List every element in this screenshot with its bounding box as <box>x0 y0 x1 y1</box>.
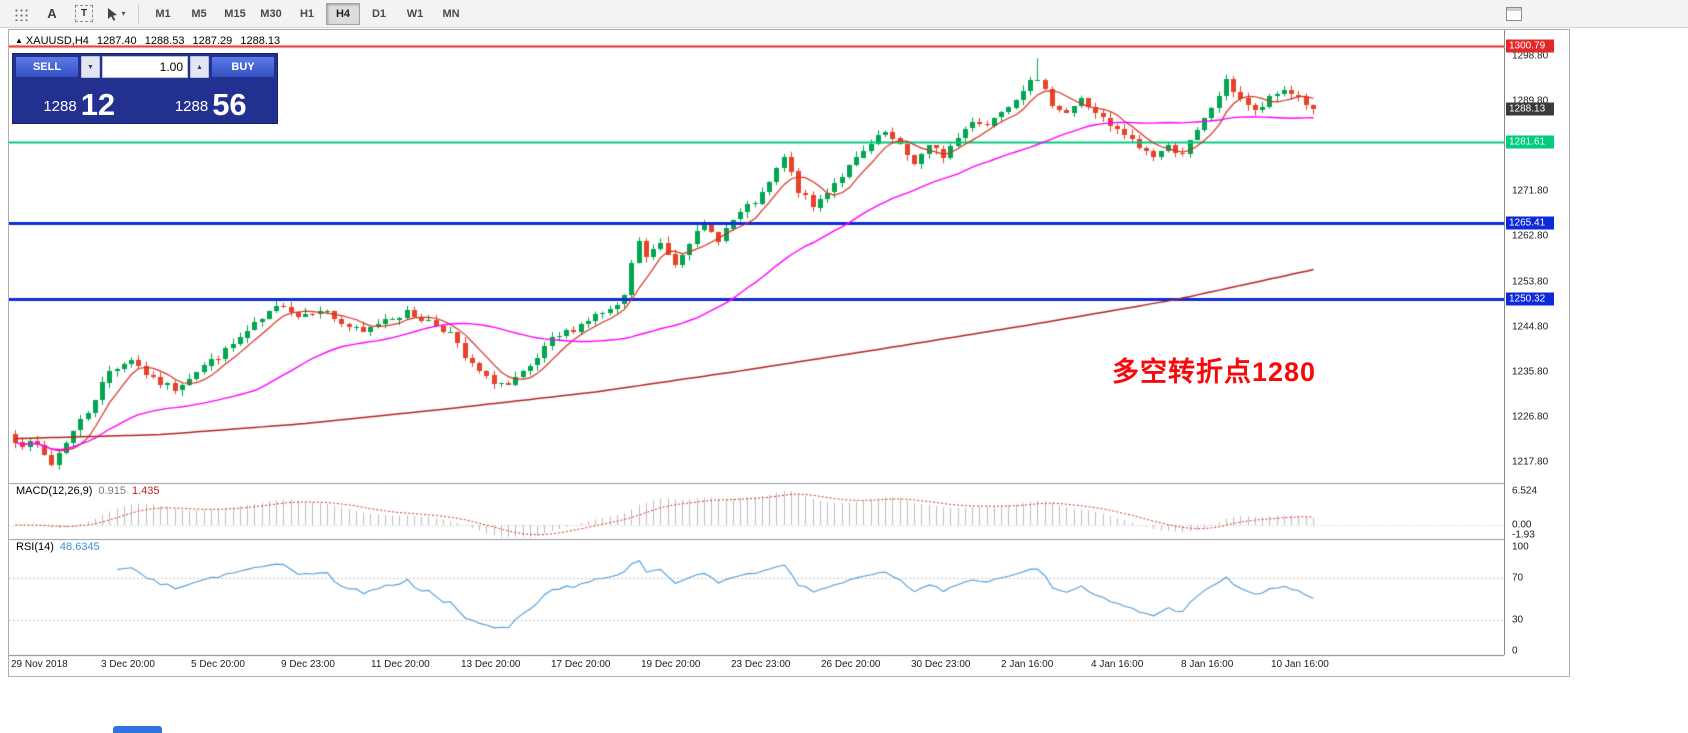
time-label: 23 Dec 23:00 <box>731 659 791 670</box>
dots-grid-glyph <box>12 6 28 21</box>
rsi-label: RSI(14) 48.6345 <box>16 541 100 553</box>
cursor-arrow-glyph <box>108 7 118 21</box>
time-label: 4 Jan 16:00 <box>1091 659 1144 670</box>
price-grid-label: 1217.80 <box>1512 456 1549 468</box>
time-axis[interactable]: 29 Nov 2018 3 Dec 20:00 5 Dec 20:00 9 Dec 2… <box>9 657 1504 676</box>
timeframe-mn[interactable]: MN <box>442 7 460 20</box>
price-grid-label: 1235.80 <box>1512 366 1549 378</box>
time-label: 11 Dec 20:00 <box>371 659 430 670</box>
macd-scale-label: 0.00 <box>1512 519 1532 531</box>
timeframe-h4[interactable]: H4 <box>326 2 360 25</box>
volume-increase-button[interactable]: ▲ <box>190 56 209 78</box>
price-axis[interactable]: 1298.80 1289.80 1271.80 1262.80 1253.80 1244.… <box>1505 30 1569 676</box>
time-label: 2 Jan 16:00 <box>1001 659 1054 670</box>
macd-main-value: 0.915 <box>98 485 126 497</box>
price-grid-label: 1226.80 <box>1512 411 1549 423</box>
buy-price[interactable]: 1288 56 <box>147 80 276 121</box>
sell-button[interactable]: SELL <box>15 56 79 78</box>
sell-price-main: 1288 <box>43 98 77 115</box>
time-label: 3 Dec 20:00 <box>101 659 155 670</box>
price-grid-label: 1289.80 <box>1512 95 1549 107</box>
time-label: 30 Dec 23:00 <box>911 659 971 670</box>
timeframe-m15[interactable]: M15 <box>224 7 246 20</box>
timeframe-group: M1 M5 M15 M30 H1 H4 D1 W1 MN <box>145 2 469 25</box>
price-grid-label: 1262.80 <box>1512 230 1549 242</box>
time-label: 29 Nov 2018 <box>11 659 68 670</box>
timeframe-m1[interactable]: M1 <box>155 7 171 20</box>
time-label: 5 Dec 20:00 <box>191 659 245 670</box>
annotation-text: 多空转折点1280 <box>1112 357 1317 387</box>
crosshair-cursor-icon[interactable]: ▾ <box>103 3 129 25</box>
dots-grid-icon[interactable] <box>7 3 33 25</box>
price-grid-label: 1271.80 <box>1512 185 1549 197</box>
symbol-label: XAUUSD,H4 <box>25 35 89 47</box>
price-badge: 1265.41 <box>1506 216 1554 230</box>
rsi-scale-label: 100 <box>1512 541 1529 553</box>
price-chart-canvas[interactable] <box>9 30 1504 676</box>
macd-signal-value: 1.435 <box>131 485 160 497</box>
price-badge: 1250.32 <box>1506 292 1554 306</box>
chart-header: ▲ XAUUSD,H4 1287.40 1288.53 1287.29 1288.1… <box>15 35 280 47</box>
volume-input[interactable] <box>102 56 188 78</box>
price-badge: 1281.61 <box>1506 135 1554 149</box>
text-box-glyph: T <box>75 5 93 22</box>
timeframe-h1[interactable]: H1 <box>299 7 315 20</box>
price-badge: 1288.13 <box>1506 102 1554 116</box>
trade-panel-controls: SELL ▼ ▲ BUY <box>15 56 275 78</box>
ohlc-values: 1287.40 1288.53 1287.29 1288.13 <box>96 35 281 47</box>
text-box-icon[interactable]: T <box>71 3 97 25</box>
volume-dropdown-button[interactable]: ▼ <box>81 56 100 78</box>
window-icon[interactable] <box>1506 7 1522 21</box>
rsi-scale-label: 30 <box>1512 614 1524 626</box>
rsi-scale-label: 0 <box>1512 645 1518 657</box>
chevron-down-icon: ▾ <box>121 9 126 18</box>
macd-name: MACD(12,26,9) <box>16 485 93 497</box>
taskbar-fragment[interactable] <box>113 726 162 733</box>
rsi-value: 48.6345 <box>59 541 100 553</box>
buy-price-big: 56 <box>212 86 247 122</box>
timeframe-m5[interactable]: M5 <box>191 7 207 20</box>
timeframe-d1[interactable]: D1 <box>371 7 387 20</box>
timeframe-m30[interactable]: M30 <box>260 7 282 20</box>
sell-price[interactable]: 1288 12 <box>15 80 144 121</box>
time-label: 17 Dec 20:00 <box>551 659 611 670</box>
price-grid-label: 1298.80 <box>1512 50 1549 62</box>
buy-button[interactable]: BUY <box>211 56 275 78</box>
price-axis-border <box>1504 30 1505 655</box>
toolbar-separator <box>138 4 139 23</box>
time-label: 8 Jan 16:00 <box>1181 659 1234 670</box>
price-grid-label: 1244.80 <box>1512 321 1549 333</box>
macd-scale-label: -1.93 <box>1512 529 1535 541</box>
buy-price-main: 1288 <box>174 98 209 115</box>
chart-window: 1298.80 1289.80 1271.80 1262.80 1253.80 1244.… <box>8 29 1570 677</box>
main-toolbar: A T ▾ M1 M5 M15 M30 H1 H4 D1 W1 MN <box>0 0 1688 28</box>
macd-label: MACD(12,26,9) 0.915 1.435 <box>16 485 159 497</box>
rsi-scale-label: 70 <box>1512 572 1524 584</box>
time-label: 13 Dec 20:00 <box>461 659 521 670</box>
time-label: 9 Dec 23:00 <box>281 659 335 670</box>
price-grid-label: 1253.80 <box>1512 276 1549 288</box>
time-label: 19 Dec 20:00 <box>641 659 701 670</box>
timeframe-w1[interactable]: W1 <box>406 7 424 20</box>
macd-scale-label: 6.524 <box>1512 485 1538 497</box>
time-label: 10 Jan 16:00 <box>1271 659 1329 670</box>
rsi-name: RSI(14) <box>16 541 54 553</box>
symbol-marker-icon: ▲ <box>15 36 23 45</box>
trade-panel-quotes: 1288 12 1288 56 <box>15 80 275 121</box>
text-a-icon[interactable]: A <box>47 6 57 21</box>
price-badge: 1300.79 <box>1506 39 1554 53</box>
time-label: 26 Dec 20:00 <box>821 659 881 670</box>
sell-price-big: 12 <box>80 86 116 122</box>
